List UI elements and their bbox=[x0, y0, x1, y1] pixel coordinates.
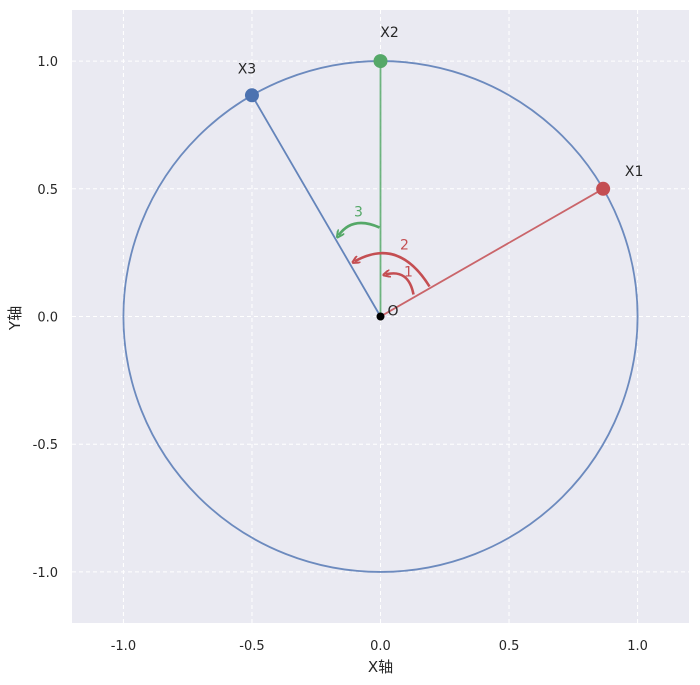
y-tick-label: -0.5 bbox=[33, 438, 58, 453]
x-tick-label: 0.5 bbox=[499, 639, 520, 654]
origin-label: O bbox=[388, 304, 399, 320]
point-label-x1: X1 bbox=[625, 164, 644, 180]
rotation-arrow-1 bbox=[386, 273, 415, 295]
rotation-arrow-label-1: 1 bbox=[404, 265, 413, 281]
point-x2 bbox=[373, 54, 388, 69]
y-tick-label: 0.5 bbox=[37, 183, 58, 198]
point-label-x3: X3 bbox=[238, 61, 257, 77]
vector-lines bbox=[251, 61, 604, 318]
y-tick-label: 0.0 bbox=[37, 311, 58, 326]
x-tick-label: 0.0 bbox=[370, 639, 391, 654]
x-tick-label: -0.5 bbox=[239, 639, 264, 654]
rotation-arrow-label-2: 2 bbox=[400, 238, 409, 254]
y-axis-label: Y轴 bbox=[6, 306, 24, 331]
rotation-arrow-2 bbox=[355, 251, 431, 288]
point-x1 bbox=[596, 181, 611, 196]
rotation-arrows: 1 2 3 bbox=[339, 205, 431, 295]
point-label-x2: X2 bbox=[380, 25, 399, 41]
origin-point bbox=[376, 312, 385, 321]
x-tick-label: -1.0 bbox=[111, 639, 136, 654]
rotation-arrow-3 bbox=[339, 221, 381, 236]
y-tick-label: -1.0 bbox=[33, 566, 58, 581]
rotation-arrow-label-3: 3 bbox=[354, 205, 363, 221]
y-tick-label: 1.0 bbox=[37, 55, 58, 70]
tick-labels: -1.0 -0.5 0.0 0.5 1.0 -1.0 -0.5 0.0 0.5 1.0 bbox=[33, 55, 648, 654]
vector-line-x3 bbox=[251, 94, 382, 317]
point-x3 bbox=[244, 88, 259, 103]
x-tick-label: 1.0 bbox=[627, 639, 648, 654]
points-layer: X1 X2 X3 O bbox=[238, 25, 644, 321]
x-axis-label: X轴 bbox=[368, 658, 393, 676]
vector-line-x1 bbox=[380, 188, 604, 318]
